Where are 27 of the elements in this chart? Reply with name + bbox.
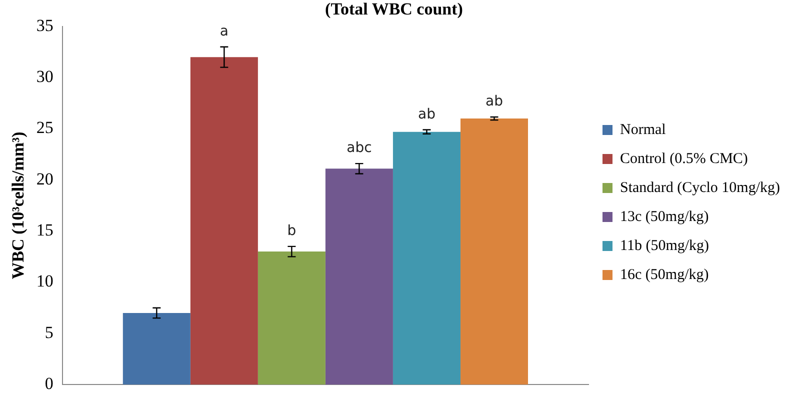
legend-label: Control (0.5% CMC) [620,150,748,167]
y-tick-label: 35 [36,16,54,35]
data-label: b [287,223,296,240]
data-label: ab [486,94,504,110]
bar [392,132,460,385]
legend-label: Standard (Cyclo 10mg/kg) [620,180,780,196]
legend-label: 16c (50mg/kg) [620,266,709,283]
bar [460,118,528,385]
y-tick-label: 15 [36,220,54,240]
legend-label: Normal [620,122,666,138]
y-tick-label: 25 [36,118,54,138]
y-tick-label: 10 [36,272,54,291]
legend-label: 13c (50mg/kg) [620,208,709,225]
data-label: abc [346,140,372,156]
bar [122,312,190,385]
legend-label: 11b (50mg/kg) [620,238,710,254]
bar [258,252,326,385]
y-tick-label: 30 [36,67,54,86]
y-tick-label: 0 [44,374,54,394]
data-label: ab [418,106,436,122]
data-label: a [220,24,228,40]
bar [190,57,258,385]
y-tick-label: 5 [44,322,54,342]
y-axis-title: WBC (10³cells/mm³) [8,132,28,280]
chart-title: (Total WBC count) [325,0,463,19]
y-tick-label: 20 [36,169,54,188]
bar [325,168,393,385]
